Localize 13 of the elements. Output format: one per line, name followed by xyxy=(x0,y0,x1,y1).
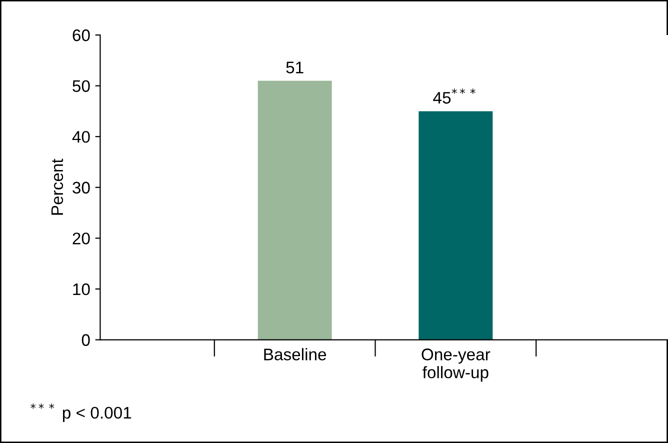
text: $^{***}$ p < 0.001 xyxy=(30,403,132,422)
y-tick-label: 30 xyxy=(72,182,90,194)
y-tick-label: 50 xyxy=(72,80,90,92)
y-tick-label: 10 xyxy=(73,283,90,296)
x-tick-label: Baseline xyxy=(264,348,326,360)
data-label: 51 xyxy=(286,62,304,74)
x-tick-label: One-year follow-up xyxy=(422,348,490,382)
y-tick-label: 20 xyxy=(72,232,90,244)
y-tick-label: 0 xyxy=(82,334,90,346)
y-tick-label: 40 xyxy=(72,130,90,143)
y-axis-title: Percent xyxy=(51,158,64,215)
data-label: 45$^{***}$ xyxy=(433,88,476,104)
y-tick-label: 60 xyxy=(72,29,90,42)
